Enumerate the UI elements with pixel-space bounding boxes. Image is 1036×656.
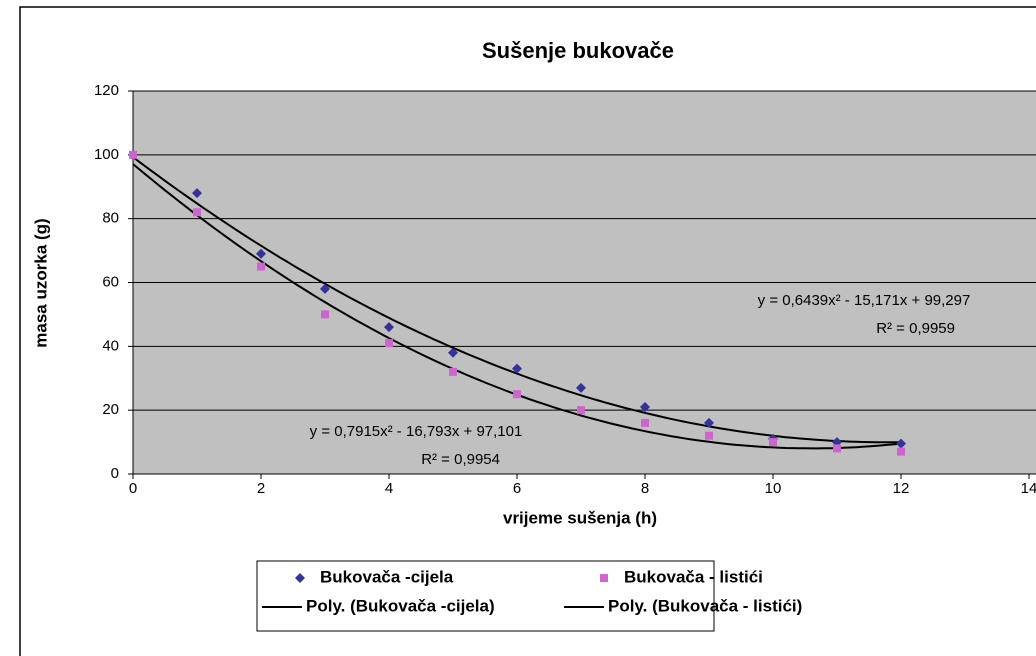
data-point — [577, 406, 585, 415]
y-tick-label: 60 — [102, 273, 119, 290]
data-point — [385, 339, 393, 348]
data-point — [129, 150, 137, 159]
data-point — [640, 401, 650, 412]
x-tick-label: 14 — [1021, 480, 1036, 497]
y-tick-label: 120 — [94, 82, 119, 99]
data-point — [193, 208, 201, 217]
y-tick-label: 80 — [102, 210, 119, 227]
y-tick-label: 0 — [111, 465, 119, 482]
data-point — [257, 262, 265, 271]
x-tick-label: 8 — [641, 480, 649, 497]
legend-marker — [295, 573, 305, 583]
data-point — [384, 322, 394, 333]
legend-marker — [600, 574, 608, 582]
data-point — [833, 444, 841, 453]
data-point — [576, 382, 586, 393]
x-tick-label: 2 — [257, 480, 265, 497]
legend-label: Poly. (Bukovača - listići) — [608, 596, 802, 615]
y-tick-label: 40 — [102, 337, 119, 354]
trendline-r2: R² = 0,9954 — [421, 451, 500, 468]
x-tick-label: 10 — [765, 480, 782, 497]
data-point — [704, 417, 714, 428]
legend-label: Bukovača - listići — [624, 567, 763, 586]
trendline-r2: R² = 0,9959 — [876, 320, 955, 337]
legend-label: Poly. (Bukovača -cijela) — [306, 596, 495, 615]
x-tick-label: 6 — [513, 480, 521, 497]
x-tick-label: 4 — [385, 480, 393, 497]
data-point — [513, 390, 521, 399]
chart-title: Sušenje bukovače — [482, 38, 674, 63]
x-axis-title: vrijeme sušenja (h) — [503, 508, 657, 527]
data-point — [256, 248, 266, 259]
data-point — [705, 431, 713, 440]
data-point — [769, 438, 777, 447]
data-point — [320, 283, 330, 294]
y-tick-label: 20 — [102, 401, 119, 418]
data-point — [449, 367, 457, 376]
trendline-equation: y = 0,7915x² - 16,793x + 97,101 — [310, 423, 523, 440]
data-point — [512, 363, 522, 374]
data-point — [896, 438, 906, 449]
y-tick-label: 100 — [94, 146, 119, 163]
data-point — [641, 418, 649, 427]
legend-label: Bukovača -cijela — [320, 567, 454, 586]
data-point — [321, 310, 329, 319]
x-tick-label: 0 — [129, 480, 137, 497]
y-axis-title: masa uzorka (g) — [31, 218, 50, 347]
data-point — [448, 347, 458, 358]
data-point — [897, 447, 905, 456]
legend-box — [256, 560, 715, 632]
x-tick-label: 12 — [893, 480, 910, 497]
trendline-equation: y = 0,6439x² - 15,171x + 99,297 — [758, 292, 971, 309]
data-point — [192, 188, 202, 199]
